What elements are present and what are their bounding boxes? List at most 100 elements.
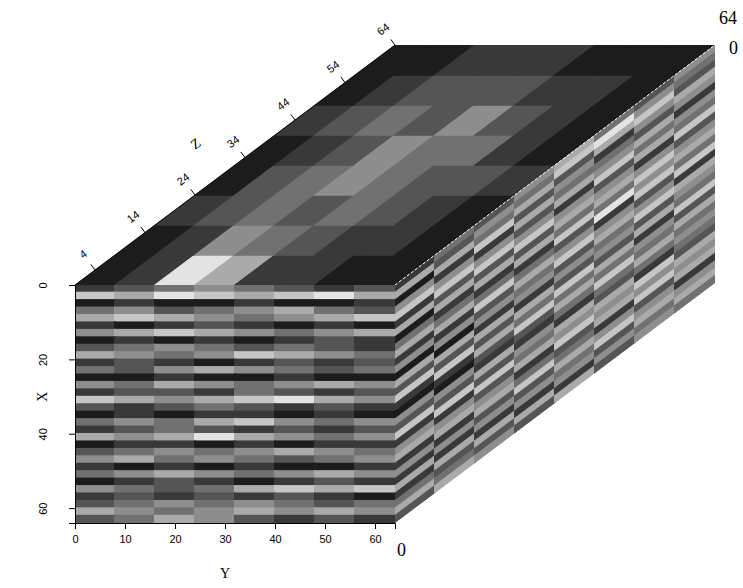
x-axis: 0204060 <box>37 282 76 523</box>
cell <box>235 434 275 441</box>
cell <box>315 397 355 404</box>
cell <box>75 486 115 493</box>
cell <box>75 471 115 478</box>
cell <box>355 441 395 448</box>
cell <box>195 441 235 448</box>
cell <box>195 352 235 359</box>
cell <box>75 330 115 337</box>
cell <box>195 464 235 471</box>
cell <box>515 396 555 433</box>
cell <box>235 397 275 404</box>
cell <box>315 345 355 352</box>
cell <box>115 374 155 381</box>
face-front <box>75 285 395 523</box>
cell <box>355 508 395 515</box>
cell <box>355 307 395 314</box>
cell <box>155 337 195 344</box>
cell <box>195 471 235 478</box>
cell <box>235 322 275 329</box>
tick-label: 54 <box>325 58 342 75</box>
cell <box>75 300 115 307</box>
cell <box>275 419 315 426</box>
cell <box>155 501 195 508</box>
face-side <box>395 45 715 523</box>
cell <box>355 516 395 523</box>
cell <box>75 501 115 508</box>
cell <box>275 367 315 374</box>
cell <box>195 337 235 344</box>
cell <box>235 411 275 418</box>
cell <box>235 330 275 337</box>
cell <box>75 456 115 463</box>
cell <box>275 441 315 448</box>
cell <box>75 285 115 292</box>
cell <box>235 359 275 366</box>
cell <box>115 367 155 374</box>
cell <box>115 411 155 418</box>
cell <box>315 501 355 508</box>
cell <box>155 359 195 366</box>
cell <box>235 464 275 471</box>
cell <box>275 464 315 471</box>
cell <box>75 345 115 352</box>
cell <box>275 337 315 344</box>
cell <box>115 359 155 366</box>
cell <box>275 307 315 314</box>
cell <box>195 419 235 426</box>
axis-title: Z <box>188 135 204 152</box>
cell <box>195 397 235 404</box>
cell <box>275 285 315 292</box>
tick-label: 14 <box>124 208 141 225</box>
tick-label: 34 <box>225 133 242 150</box>
tick-mark <box>391 39 395 45</box>
tick-mark <box>275 523 276 529</box>
cell <box>355 493 395 500</box>
cell <box>115 285 155 292</box>
tick-mark <box>141 227 145 233</box>
cell <box>355 486 395 493</box>
cell <box>315 478 355 485</box>
tick-mark <box>191 189 195 195</box>
cell <box>195 367 235 374</box>
cell <box>355 426 395 433</box>
cell <box>155 315 195 322</box>
cell <box>395 486 435 523</box>
cell <box>195 493 235 500</box>
cell <box>235 404 275 411</box>
cell <box>275 471 315 478</box>
cell <box>235 449 275 456</box>
cell <box>315 508 355 515</box>
tick-mark <box>75 523 76 529</box>
cell <box>355 382 395 389</box>
cell <box>235 315 275 322</box>
tick-label: 20 <box>37 354 49 366</box>
tick-label: 40 <box>37 428 49 440</box>
cell <box>595 336 635 373</box>
cell <box>315 285 355 292</box>
cell <box>275 449 315 456</box>
cell <box>635 306 675 343</box>
cell <box>355 449 395 456</box>
face-top <box>75 45 715 285</box>
tick-mark <box>225 523 226 529</box>
cell <box>355 411 395 418</box>
cell <box>155 471 195 478</box>
cell <box>115 382 155 389</box>
cell <box>195 330 235 337</box>
cell <box>275 411 315 418</box>
tick-label: 30 <box>219 533 231 545</box>
tick-label: 20 <box>169 533 181 545</box>
cell <box>275 478 315 485</box>
tick-mark <box>69 508 75 509</box>
cell <box>115 322 155 329</box>
cell <box>315 404 355 411</box>
cell <box>315 493 355 500</box>
cell <box>155 456 195 463</box>
cell <box>275 374 315 381</box>
cell <box>195 345 235 352</box>
cell <box>315 419 355 426</box>
cell <box>115 419 155 426</box>
annotation: 64 <box>719 8 737 28</box>
cell <box>355 330 395 337</box>
cell <box>75 307 115 314</box>
